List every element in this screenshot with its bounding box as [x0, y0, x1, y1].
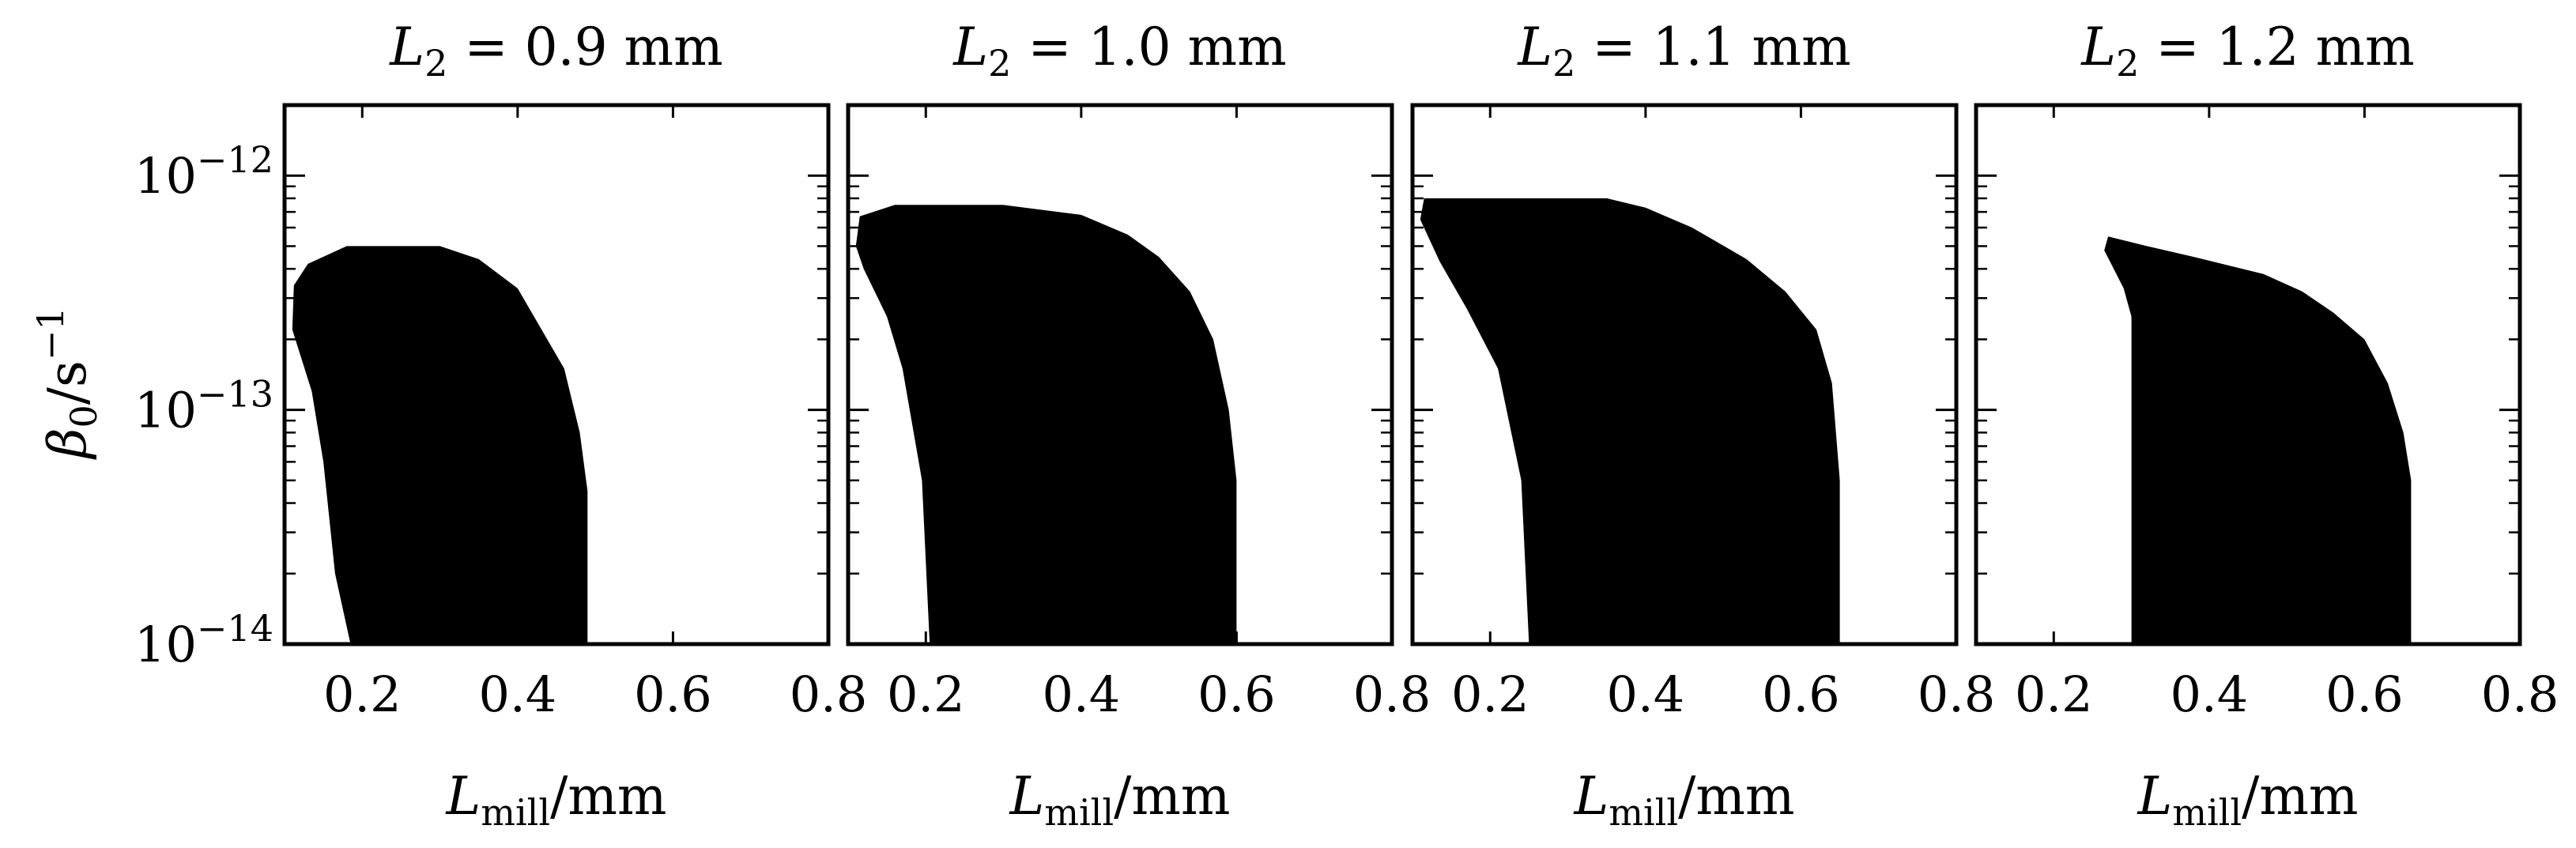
plot-frame [1410, 103, 1959, 646]
panel-title: L2 = 1.0 mm [952, 17, 1286, 85]
feasible-region [292, 246, 588, 644]
x-axis-label: Lmill/mm [1574, 766, 1795, 834]
y-tick-label: 10−14 [134, 607, 273, 673]
x-tick-label: 0.2 [887, 665, 965, 723]
x-tick-label: 0.8 [1918, 665, 1996, 723]
panel-title: L2 = 1.1 mm [1517, 17, 1850, 85]
feasible-region [1420, 198, 1840, 644]
panel-2: 0.2 0.4 0.6 0.8 L2 = 1.0 mm Lmill/mm [846, 17, 1431, 834]
x-tick-label: 0.6 [2325, 665, 2404, 723]
panel-4: 0.2 0.4 0.6 0.8 L2 = 1.2 mm Lmill/mm [1974, 17, 2559, 834]
x-tick-label: 0.8 [790, 665, 868, 723]
panel-1: 0.2 0.4 0.6 0.8 10−12 10−13 10−14 L2 = 0.9 mm Lm… [29, 17, 867, 834]
x-tick-label: 0.6 [1197, 665, 1276, 723]
y-axis-label: β0/s−1 [29, 307, 105, 460]
x-axis-label: Lmill/mm [1009, 766, 1231, 834]
x-tick-label: 0.6 [634, 665, 712, 723]
panel-title: L2 = 0.9 mm [389, 17, 722, 85]
panel-3: 0.2 0.4 0.6 0.8 L2 = 1.1 mm Lmill/mm [1410, 17, 1996, 834]
x-tick-label: 0.4 [1607, 665, 1685, 723]
x-axis-label: Lmill/mm [446, 766, 667, 834]
x-tick-label: 0.2 [1451, 665, 1529, 723]
x-tick-label: 0.8 [2481, 665, 2559, 723]
x-tick-label: 0.4 [2171, 665, 2249, 723]
x-tick-label: 0.4 [479, 665, 557, 723]
x-tick-label: 0.4 [1043, 665, 1121, 723]
plot-frame [846, 103, 1394, 646]
plot-frame [282, 103, 831, 646]
plot-frame [1974, 103, 2522, 646]
x-tick-label: 0.6 [1762, 665, 1840, 723]
y-tick-label: 10−12 [134, 138, 273, 205]
x-axis-label: Lmill/mm [2137, 766, 2359, 834]
panel-title: L2 = 1.2 mm [2080, 17, 2414, 85]
feasible-region [2104, 236, 2412, 644]
x-tick-label: 0.2 [323, 665, 402, 723]
x-tick-label: 0.2 [2015, 665, 2093, 723]
y-tick-label: 10−13 [134, 373, 273, 439]
x-tick-label: 0.8 [1353, 665, 1431, 723]
feasible-region [855, 205, 1237, 644]
